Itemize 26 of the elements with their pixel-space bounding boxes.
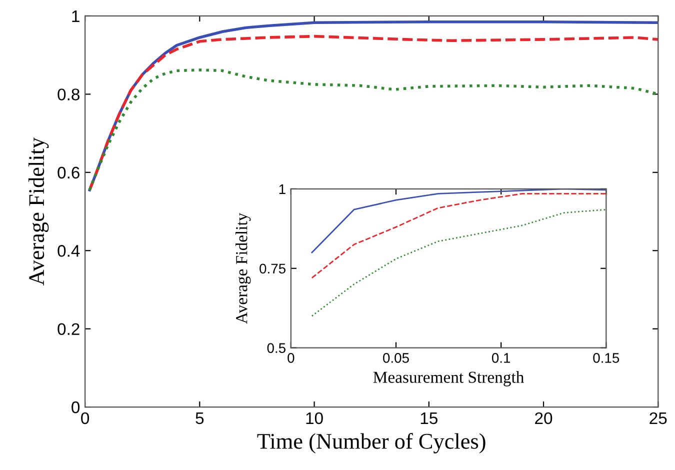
y-tick-label: 1 (72, 10, 80, 22)
x-tick-label: 5 (196, 412, 204, 424)
x-tick-label: 0 (81, 412, 90, 424)
y-tick-label: 0.4 (58, 245, 80, 257)
x-tick-label: 15 (420, 412, 438, 424)
y-tick-label: 1 (279, 184, 286, 194)
x-tick-label: 0.05 (383, 353, 409, 363)
x-tick-label: 10 (306, 412, 323, 424)
y-tick-label: 0.8 (58, 88, 80, 100)
y-tick-label: 0.6 (58, 166, 80, 179)
y-tick-label: 0.2 (58, 323, 80, 336)
y-tick-label: 0.75 (260, 264, 286, 274)
x-tick-label: 20 (535, 412, 552, 424)
y-axis-title: Average Fidelity (236, 212, 251, 324)
line-series (311, 193, 606, 279)
y-tick-label: 0 (72, 401, 80, 414)
x-axis-title: Time (Number of Cycles) (257, 432, 486, 454)
line-series (311, 208, 606, 317)
x-tick-label: 0.15 (593, 353, 620, 363)
y-tick-label: 0.5 (267, 343, 286, 353)
line-series (311, 188, 606, 254)
x-axis-title: Measurement Strength (373, 371, 524, 386)
y-axis-title: Average Fidelity (28, 137, 49, 286)
x-tick-label: 0.1 (492, 353, 510, 363)
x-tick-label: 25 (650, 412, 667, 424)
x-tick-label: 0 (288, 353, 294, 363)
